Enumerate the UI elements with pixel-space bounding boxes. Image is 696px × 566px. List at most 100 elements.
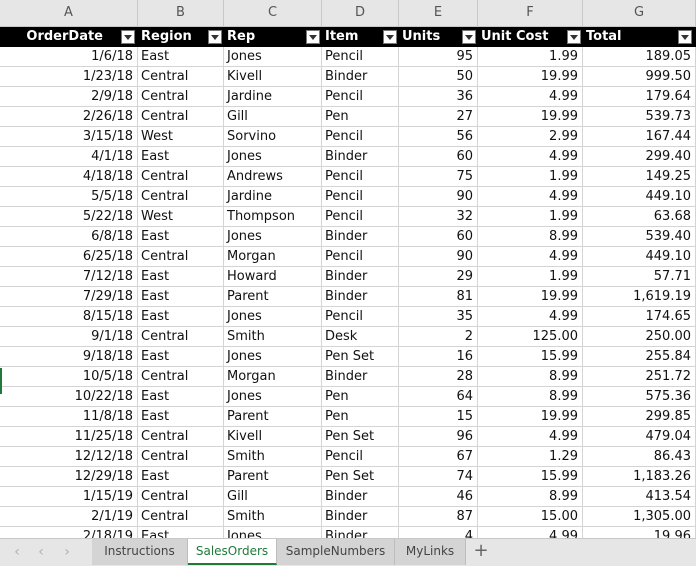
cell-item[interactable]: Binder — [322, 367, 399, 387]
cell-unit-cost[interactable]: 1.99 — [478, 167, 583, 187]
cell-units[interactable]: 32 — [399, 207, 478, 227]
cell-unit-cost[interactable]: 4.99 — [478, 427, 583, 447]
column-letter-a[interactable]: A — [0, 0, 138, 26]
cell-orderdate[interactable]: 11/25/18 — [0, 427, 138, 447]
cell-region[interactable]: East — [138, 307, 224, 327]
cell-region[interactable]: East — [138, 467, 224, 487]
cell-region[interactable]: East — [138, 527, 224, 538]
cell-total[interactable]: 167.44 — [583, 127, 696, 147]
cell-unit-cost[interactable]: 1.99 — [478, 267, 583, 287]
cell-orderdate[interactable]: 2/26/18 — [0, 107, 138, 127]
cell-unit-cost[interactable]: 15.99 — [478, 347, 583, 367]
cell-rep[interactable]: Kivell — [224, 427, 322, 447]
cell-unit-cost[interactable]: 1.29 — [478, 447, 583, 467]
column-letter-f[interactable]: F — [478, 0, 583, 26]
cell-rep[interactable]: Thompson — [224, 207, 322, 227]
cell-units[interactable]: 90 — [399, 187, 478, 207]
cell-orderdate[interactable]: 10/22/18 — [0, 387, 138, 407]
cell-unit-cost[interactable]: 8.99 — [478, 387, 583, 407]
cell-region[interactable]: West — [138, 207, 224, 227]
cell-units[interactable]: 29 — [399, 267, 478, 287]
cell-item[interactable]: Pen Set — [322, 467, 399, 487]
cell-rep[interactable]: Jones — [224, 147, 322, 167]
cell-orderdate[interactable]: 1/15/19 — [0, 487, 138, 507]
cell-item[interactable]: Pencil — [322, 47, 399, 67]
cell-rep[interactable]: Jones — [224, 307, 322, 327]
cell-orderdate[interactable]: 7/12/18 — [0, 267, 138, 287]
cell-rep[interactable]: Jones — [224, 527, 322, 538]
cell-region[interactable]: East — [138, 407, 224, 427]
cell-units[interactable]: 27 — [399, 107, 478, 127]
cell-units[interactable]: 95 — [399, 47, 478, 67]
cell-unit-cost[interactable]: 19.99 — [478, 287, 583, 307]
cell-total[interactable]: 299.40 — [583, 147, 696, 167]
cell-rep[interactable]: Morgan — [224, 367, 322, 387]
cell-region[interactable]: East — [138, 227, 224, 247]
cell-total[interactable]: 189.05 — [583, 47, 696, 67]
cell-item[interactable]: Desk — [322, 327, 399, 347]
cell-region[interactable]: East — [138, 287, 224, 307]
cell-units[interactable]: 90 — [399, 247, 478, 267]
cell-total[interactable]: 57.71 — [583, 267, 696, 287]
cell-orderdate[interactable]: 2/1/19 — [0, 507, 138, 527]
cell-region[interactable]: East — [138, 267, 224, 287]
cell-item[interactable]: Binder — [322, 227, 399, 247]
cell-unit-cost[interactable]: 4.99 — [478, 147, 583, 167]
cell-unit-cost[interactable]: 8.99 — [478, 487, 583, 507]
filter-dropdown-icon[interactable] — [208, 30, 222, 44]
cell-orderdate[interactable]: 11/8/18 — [0, 407, 138, 427]
cell-total[interactable]: 174.65 — [583, 307, 696, 327]
cell-total[interactable]: 179.64 — [583, 87, 696, 107]
cell-rep[interactable]: Parent — [224, 287, 322, 307]
cell-units[interactable]: 36 — [399, 87, 478, 107]
cell-units[interactable]: 50 — [399, 67, 478, 87]
header-units[interactable]: Units — [399, 27, 478, 47]
cell-item[interactable]: Pen Set — [322, 347, 399, 367]
header-item[interactable]: Item — [322, 27, 399, 47]
cell-units[interactable]: 46 — [399, 487, 478, 507]
cell-rep[interactable]: Andrews — [224, 167, 322, 187]
cell-orderdate[interactable]: 6/25/18 — [0, 247, 138, 267]
cell-units[interactable]: 4 — [399, 527, 478, 538]
cell-item[interactable]: Pencil — [322, 167, 399, 187]
cell-region[interactable]: Central — [138, 167, 224, 187]
cell-region[interactable]: Central — [138, 487, 224, 507]
cell-item[interactable]: Binder — [322, 487, 399, 507]
cell-item[interactable]: Pen Set — [322, 427, 399, 447]
cell-total[interactable]: 449.10 — [583, 247, 696, 267]
cell-orderdate[interactable]: 6/8/18 — [0, 227, 138, 247]
cell-total[interactable]: 539.40 — [583, 227, 696, 247]
cell-total[interactable]: 1,305.00 — [583, 507, 696, 527]
cell-item[interactable]: Pencil — [322, 447, 399, 467]
cell-region[interactable]: West — [138, 127, 224, 147]
cell-total[interactable]: 1,619.19 — [583, 287, 696, 307]
cell-rep[interactable]: Jones — [224, 227, 322, 247]
column-letter-b[interactable]: B — [138, 0, 224, 26]
cell-unit-cost[interactable]: 19.99 — [478, 107, 583, 127]
cell-units[interactable]: 81 — [399, 287, 478, 307]
cell-region[interactable]: Central — [138, 67, 224, 87]
cell-units[interactable]: 35 — [399, 307, 478, 327]
cell-region[interactable]: East — [138, 387, 224, 407]
cell-rep[interactable]: Jardine — [224, 187, 322, 207]
cell-unit-cost[interactable]: 19.99 — [478, 407, 583, 427]
cell-total[interactable]: 251.72 — [583, 367, 696, 387]
cell-item[interactable]: Binder — [322, 507, 399, 527]
cell-item[interactable]: Pencil — [322, 247, 399, 267]
filter-dropdown-icon[interactable] — [567, 30, 581, 44]
sheet-tab-samplenumbers[interactable]: SampleNumbers — [277, 539, 395, 565]
cell-item[interactable]: Binder — [322, 67, 399, 87]
cell-unit-cost[interactable]: 4.99 — [478, 307, 583, 327]
cell-unit-cost[interactable]: 2.99 — [478, 127, 583, 147]
cell-orderdate[interactable]: 5/5/18 — [0, 187, 138, 207]
cell-rep[interactable]: Jones — [224, 387, 322, 407]
filter-dropdown-icon[interactable] — [383, 30, 397, 44]
cell-unit-cost[interactable]: 125.00 — [478, 327, 583, 347]
cell-region[interactable]: Central — [138, 507, 224, 527]
cell-total[interactable]: 299.85 — [583, 407, 696, 427]
cell-unit-cost[interactable]: 8.99 — [478, 367, 583, 387]
header-orderdate[interactable]: OrderDate — [0, 27, 138, 47]
cell-item[interactable]: Pencil — [322, 207, 399, 227]
cell-total[interactable]: 413.54 — [583, 487, 696, 507]
add-sheet-icon[interactable]: + — [473, 540, 489, 561]
